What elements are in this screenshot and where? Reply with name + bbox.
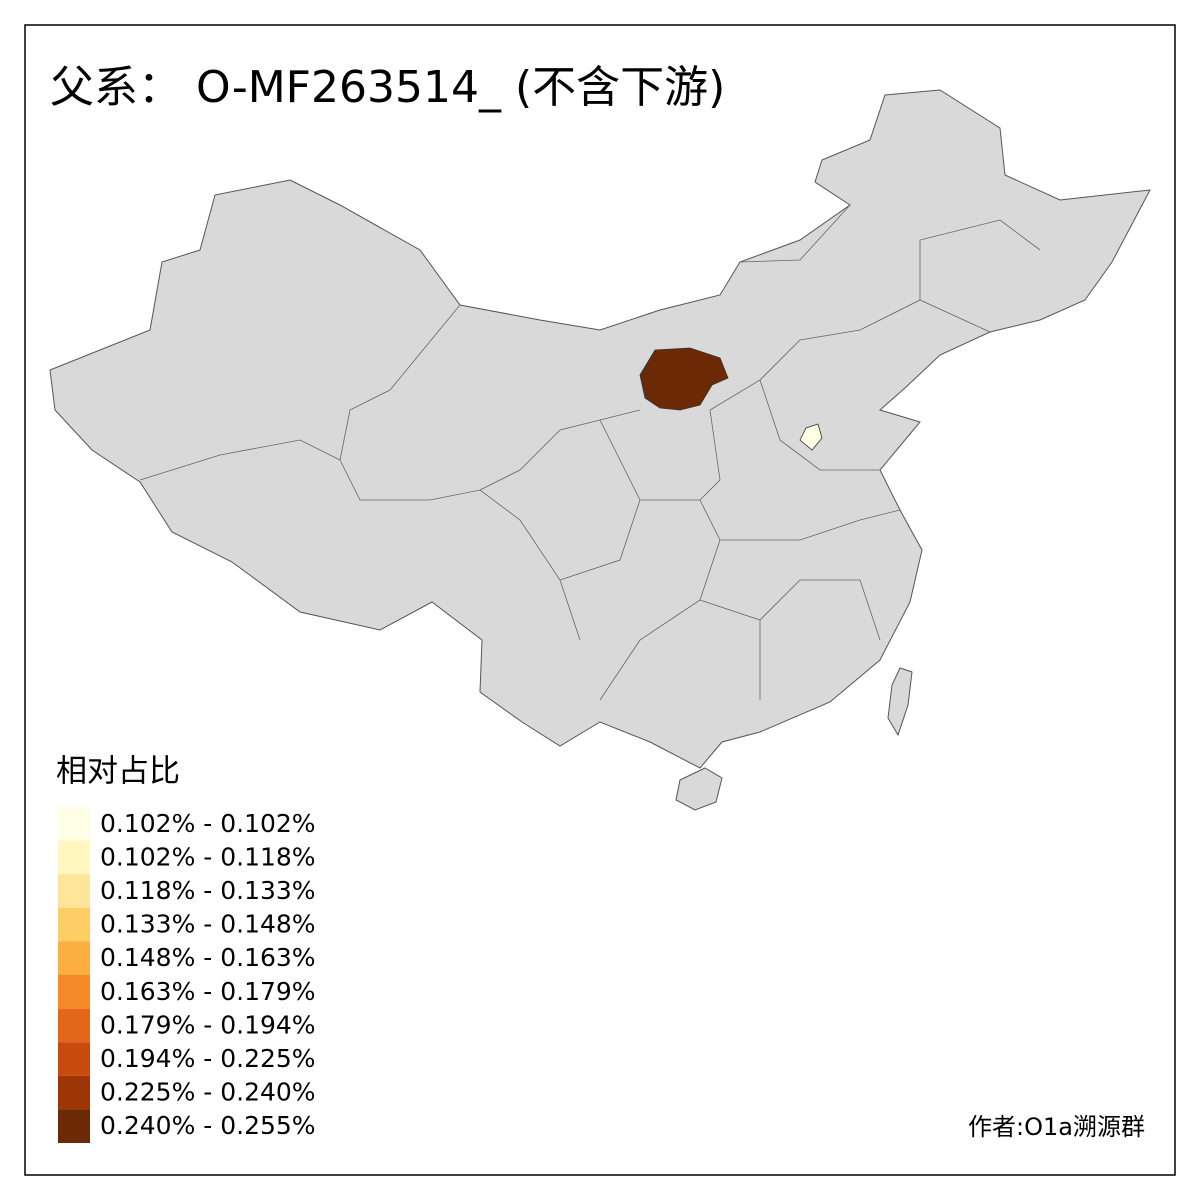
legend-swatch [58,907,90,942]
map [49,89,1151,811]
legend-swatch [58,1109,90,1143]
legend-label: 0.240% - 0.255% [100,1111,316,1140]
legend-swatch [58,1075,90,1110]
legend-title: 相对占比 [56,754,180,790]
legend-swatch [58,975,90,1009]
legend-label: 0.102% - 0.118% [100,842,316,871]
country-outline [49,89,1151,769]
legend-swatch [58,807,90,841]
legend-label: 0.148% - 0.163% [100,943,316,972]
credit: 作者:O1a溯源群 [968,1113,1145,1141]
frame [24,24,1176,1176]
legend-swatch [58,1042,90,1076]
hainan [675,767,723,811]
legend-swatch [58,941,90,975]
legend-label: 0.118% - 0.133% [100,876,316,905]
region-highlight [799,423,823,451]
region-highlight [639,347,729,411]
legend-label: 0.225% - 0.240% [100,1078,316,1107]
legend-label: 0.163% - 0.179% [100,977,316,1006]
legend: 0.102% - 0.102% 0.102% - 0.118% 0.118% - 0… [58,807,316,1143]
map-title: 父系： O-MF263514_ (不含下游) [50,62,725,113]
legend-label: 0.194% - 0.225% [100,1044,316,1073]
legend-swatch [58,1008,90,1043]
province-borders [139,204,1041,701]
legend-swatch [58,840,90,875]
legend-label: 0.179% - 0.194% [100,1010,316,1039]
legend-label: 0.133% - 0.148% [100,910,316,939]
legend-label: 0.102% - 0.102% [100,809,316,838]
legend-swatch [58,874,90,908]
taiwan [887,667,913,737]
